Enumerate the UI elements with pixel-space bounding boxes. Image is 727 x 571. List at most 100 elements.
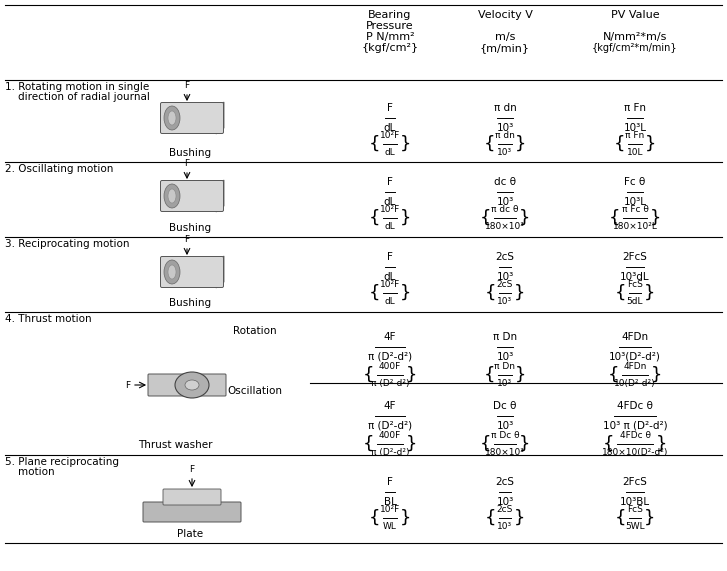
Text: F: F: [387, 252, 393, 263]
Text: 2cS: 2cS: [497, 505, 513, 514]
Text: {: {: [615, 284, 626, 302]
Text: }: }: [406, 366, 417, 384]
Text: }: }: [656, 435, 667, 453]
Text: Thrust washer: Thrust washer: [137, 440, 212, 450]
Text: 1. Rotating motion in single: 1. Rotating motion in single: [5, 82, 149, 92]
Text: 180×10³: 180×10³: [485, 448, 525, 457]
Text: {: {: [480, 435, 491, 453]
Text: }: }: [514, 509, 525, 527]
Text: 180×10(D²-d²): 180×10(D²-d²): [602, 448, 668, 457]
Text: 10³L: 10³L: [624, 123, 646, 132]
Text: F: F: [387, 178, 393, 187]
Text: Pressure: Pressure: [366, 21, 414, 31]
Text: π Fc θ: π Fc θ: [622, 205, 648, 214]
Text: 3. Reciprocating motion: 3. Reciprocating motion: [5, 239, 129, 249]
Text: 4FDc θ: 4FDc θ: [619, 431, 651, 440]
Ellipse shape: [185, 380, 199, 390]
Text: Fc θ: Fc θ: [624, 178, 646, 187]
Text: dL: dL: [384, 123, 396, 132]
Text: 10³: 10³: [497, 196, 513, 207]
Text: }: }: [400, 135, 411, 153]
Text: dL: dL: [385, 148, 395, 157]
Text: 10³: 10³: [497, 420, 513, 431]
Text: π Dc θ: π Dc θ: [491, 431, 519, 440]
Text: 180×10³: 180×10³: [485, 222, 525, 231]
FancyBboxPatch shape: [161, 180, 223, 211]
Polygon shape: [216, 102, 224, 134]
Text: {: {: [362, 435, 374, 453]
Text: {: {: [362, 366, 374, 384]
Text: 10²F: 10²F: [380, 280, 400, 289]
Text: π Fn: π Fn: [625, 131, 645, 140]
Ellipse shape: [164, 106, 180, 130]
Text: 4F: 4F: [384, 401, 396, 412]
Text: π (D²-d²): π (D²-d²): [368, 352, 412, 361]
Polygon shape: [216, 180, 224, 212]
Text: 4FDn: 4FDn: [622, 332, 648, 343]
Text: 10L: 10L: [627, 148, 643, 157]
Text: motion: motion: [5, 467, 55, 477]
Ellipse shape: [164, 184, 180, 208]
Text: m/s: m/s: [495, 32, 515, 42]
Text: }: }: [643, 284, 655, 302]
Text: {: {: [607, 366, 619, 384]
Text: {: {: [485, 284, 497, 302]
Text: 4FDn: 4FDn: [623, 362, 647, 371]
Text: 2cS: 2cS: [497, 280, 513, 289]
Text: Bushing: Bushing: [169, 223, 211, 233]
Polygon shape: [216, 256, 224, 288]
Text: 10³ π (D²-d²): 10³ π (D²-d²): [603, 420, 667, 431]
Text: 10³: 10³: [497, 352, 513, 361]
Text: 10³: 10³: [497, 148, 513, 157]
Text: dL: dL: [384, 196, 396, 207]
Text: Dc θ: Dc θ: [493, 401, 517, 412]
FancyBboxPatch shape: [143, 502, 241, 522]
Text: 5. Plane reciprocating: 5. Plane reciprocating: [5, 457, 119, 467]
Text: 4F: 4F: [384, 332, 396, 343]
Ellipse shape: [168, 265, 176, 279]
Text: 2FcS: 2FcS: [622, 252, 648, 263]
Text: 10²F: 10²F: [380, 505, 400, 514]
Text: Bearing: Bearing: [369, 10, 411, 20]
Text: PV Value: PV Value: [611, 10, 659, 20]
Text: π Dn: π Dn: [494, 362, 515, 371]
Text: 10³: 10³: [497, 272, 513, 282]
Text: 10³dL: 10³dL: [620, 272, 650, 282]
Text: F: F: [387, 477, 393, 488]
Text: 5WL: 5WL: [625, 522, 645, 531]
Text: 10³: 10³: [497, 123, 513, 132]
Text: π (D²-d²): π (D²-d²): [371, 448, 409, 457]
Text: {: {: [480, 209, 491, 227]
Text: {: {: [614, 135, 625, 153]
Text: {kgf/cm²}: {kgf/cm²}: [361, 43, 419, 53]
Text: F: F: [185, 235, 190, 244]
Text: 10³: 10³: [497, 522, 513, 531]
Text: dL: dL: [385, 222, 395, 231]
Ellipse shape: [168, 111, 176, 125]
Text: 4FDc θ: 4FDc θ: [617, 401, 653, 412]
Text: {: {: [369, 135, 380, 153]
Text: {: {: [608, 209, 620, 227]
Text: {: {: [483, 366, 495, 384]
Text: dc θ: dc θ: [494, 178, 516, 187]
Text: }: }: [518, 435, 530, 453]
FancyBboxPatch shape: [148, 374, 226, 396]
Text: {: {: [615, 509, 626, 527]
Text: {m/min}: {m/min}: [480, 43, 530, 53]
Text: {kgf/cm²*m/min}: {kgf/cm²*m/min}: [593, 43, 678, 53]
Text: π (D²-d²): π (D²-d²): [368, 420, 412, 431]
Text: {: {: [369, 284, 380, 302]
Text: 10³L: 10³L: [624, 196, 646, 207]
Text: F: F: [125, 380, 130, 389]
Text: }: }: [400, 284, 411, 302]
Text: 10²F: 10²F: [380, 131, 400, 140]
Text: F: F: [387, 103, 393, 114]
Text: 2. Oscillating motion: 2. Oscillating motion: [5, 164, 113, 174]
Text: }: }: [645, 135, 656, 153]
FancyBboxPatch shape: [161, 103, 223, 134]
Text: }: }: [518, 209, 530, 227]
Text: 5dL: 5dL: [627, 297, 643, 306]
Text: π Dn: π Dn: [493, 332, 517, 343]
Text: 2FcS: 2FcS: [622, 477, 648, 488]
Text: BL: BL: [384, 497, 396, 506]
